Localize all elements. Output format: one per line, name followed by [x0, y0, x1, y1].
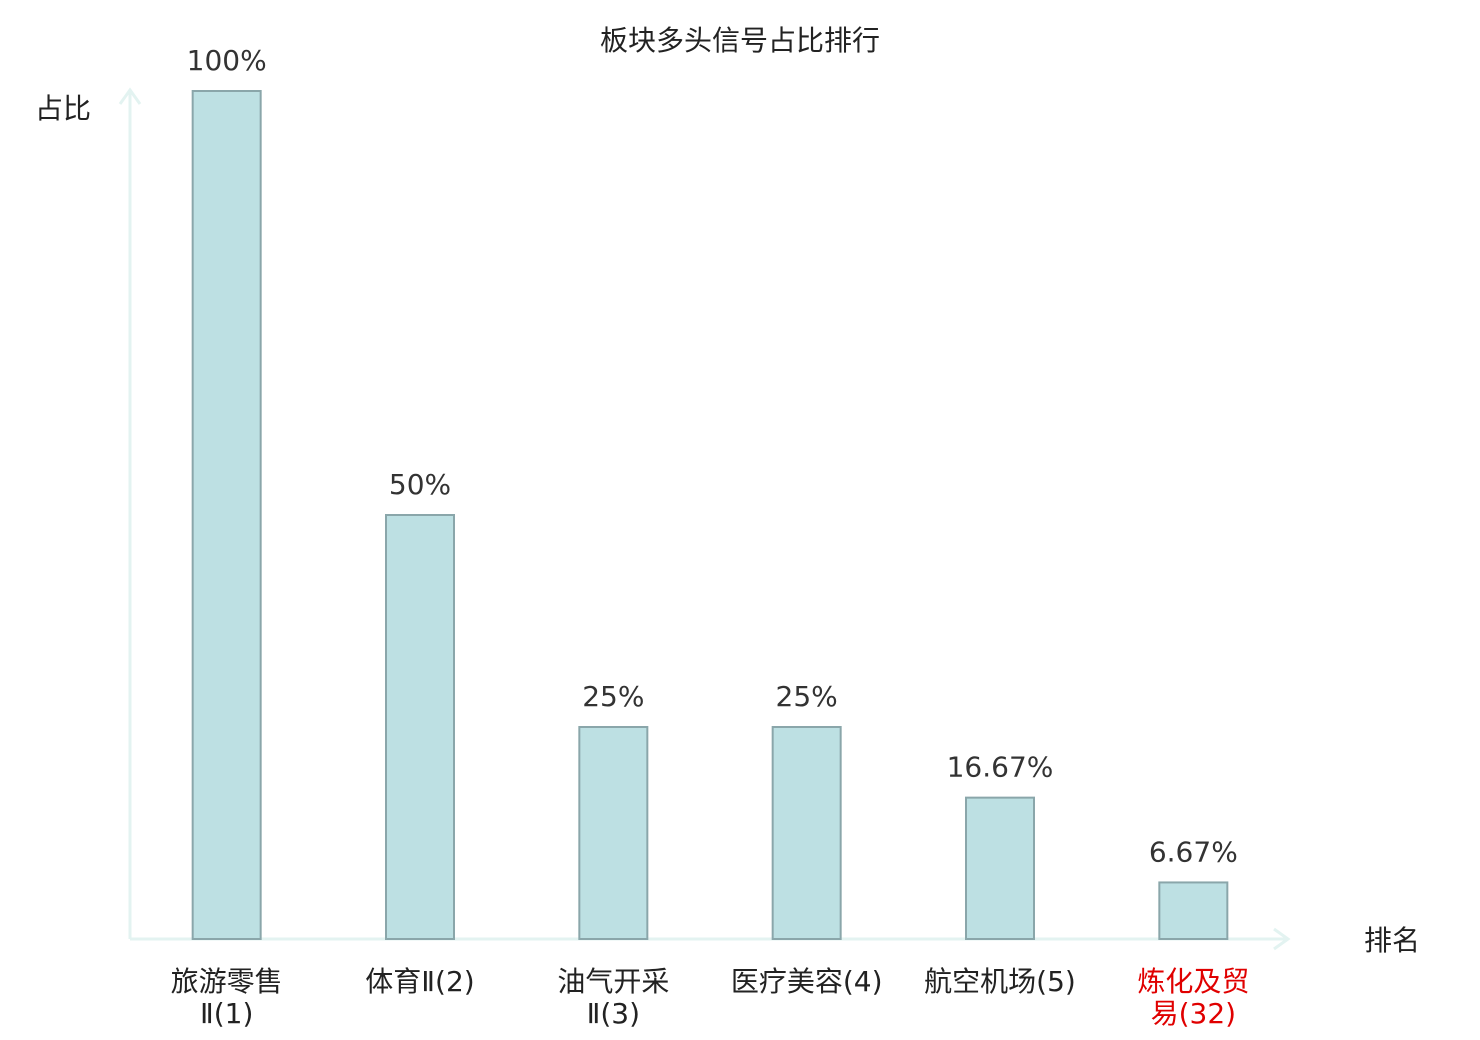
- bar: [385, 514, 455, 940]
- x-tick-label: Ⅱ(1): [200, 997, 253, 1030]
- x-tick-label: 易(32): [1151, 997, 1236, 1030]
- chart-title: 板块多头信号占比排行: [600, 24, 880, 57]
- x-axis-label: 排名: [1364, 924, 1420, 957]
- x-tick-label: 医疗美容(4): [731, 965, 883, 998]
- bar: [191, 90, 262, 940]
- bar: [1158, 881, 1229, 941]
- bar: [578, 726, 649, 940]
- bar: [965, 796, 1035, 941]
- value-label: 6.67%: [1149, 835, 1238, 868]
- x-tick-label: 航空机场(5): [924, 965, 1076, 998]
- y-axis: [118, 87, 142, 939]
- value-label: 50%: [389, 468, 451, 501]
- x-tick-label: 炼化及贸: [1137, 965, 1249, 998]
- x-axis: [130, 927, 1291, 951]
- x-tick-label: 油气开采: [557, 965, 669, 998]
- value-label: 25%: [582, 680, 644, 713]
- x-tick-label: 旅游零售: [171, 965, 283, 998]
- bar: [771, 726, 842, 940]
- x-tick-label: 体育Ⅱ(2): [365, 965, 474, 998]
- y-axis-label: 占比: [35, 92, 91, 125]
- x-tick-label: Ⅱ(3): [587, 997, 640, 1030]
- value-label: 100%: [187, 44, 267, 77]
- value-label: 16.67%: [947, 751, 1054, 784]
- value-label: 25%: [776, 680, 838, 713]
